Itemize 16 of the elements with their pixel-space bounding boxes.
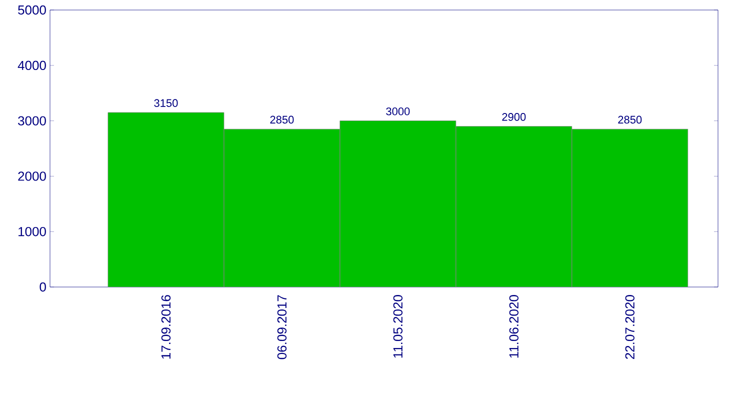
y-tick-label: 5000 (18, 5, 46, 15)
x-tick-label: 06.09.2017 (277, 295, 287, 360)
y-tick-label: 1000 (18, 226, 46, 236)
y-tick-label: 3000 (18, 116, 46, 126)
y-tick-label: 4000 (18, 60, 46, 70)
x-tick-label: 11.05.2020 (393, 295, 403, 358)
data-label: 2900 (502, 113, 526, 121)
y-tick-label: 2000 (18, 172, 46, 181)
y-tick-label: 0 (40, 282, 46, 292)
x-tick-label: 11.06.2020 (509, 295, 518, 358)
data-label: 2850 (618, 116, 642, 124)
data-label: 3000 (386, 107, 410, 116)
data-label: 2850 (270, 116, 294, 124)
x-tick-label: 22.07.2020 (625, 295, 634, 359)
data-label: 3150 (154, 99, 178, 107)
x-tick-label: 17.09.2016 (161, 295, 171, 359)
